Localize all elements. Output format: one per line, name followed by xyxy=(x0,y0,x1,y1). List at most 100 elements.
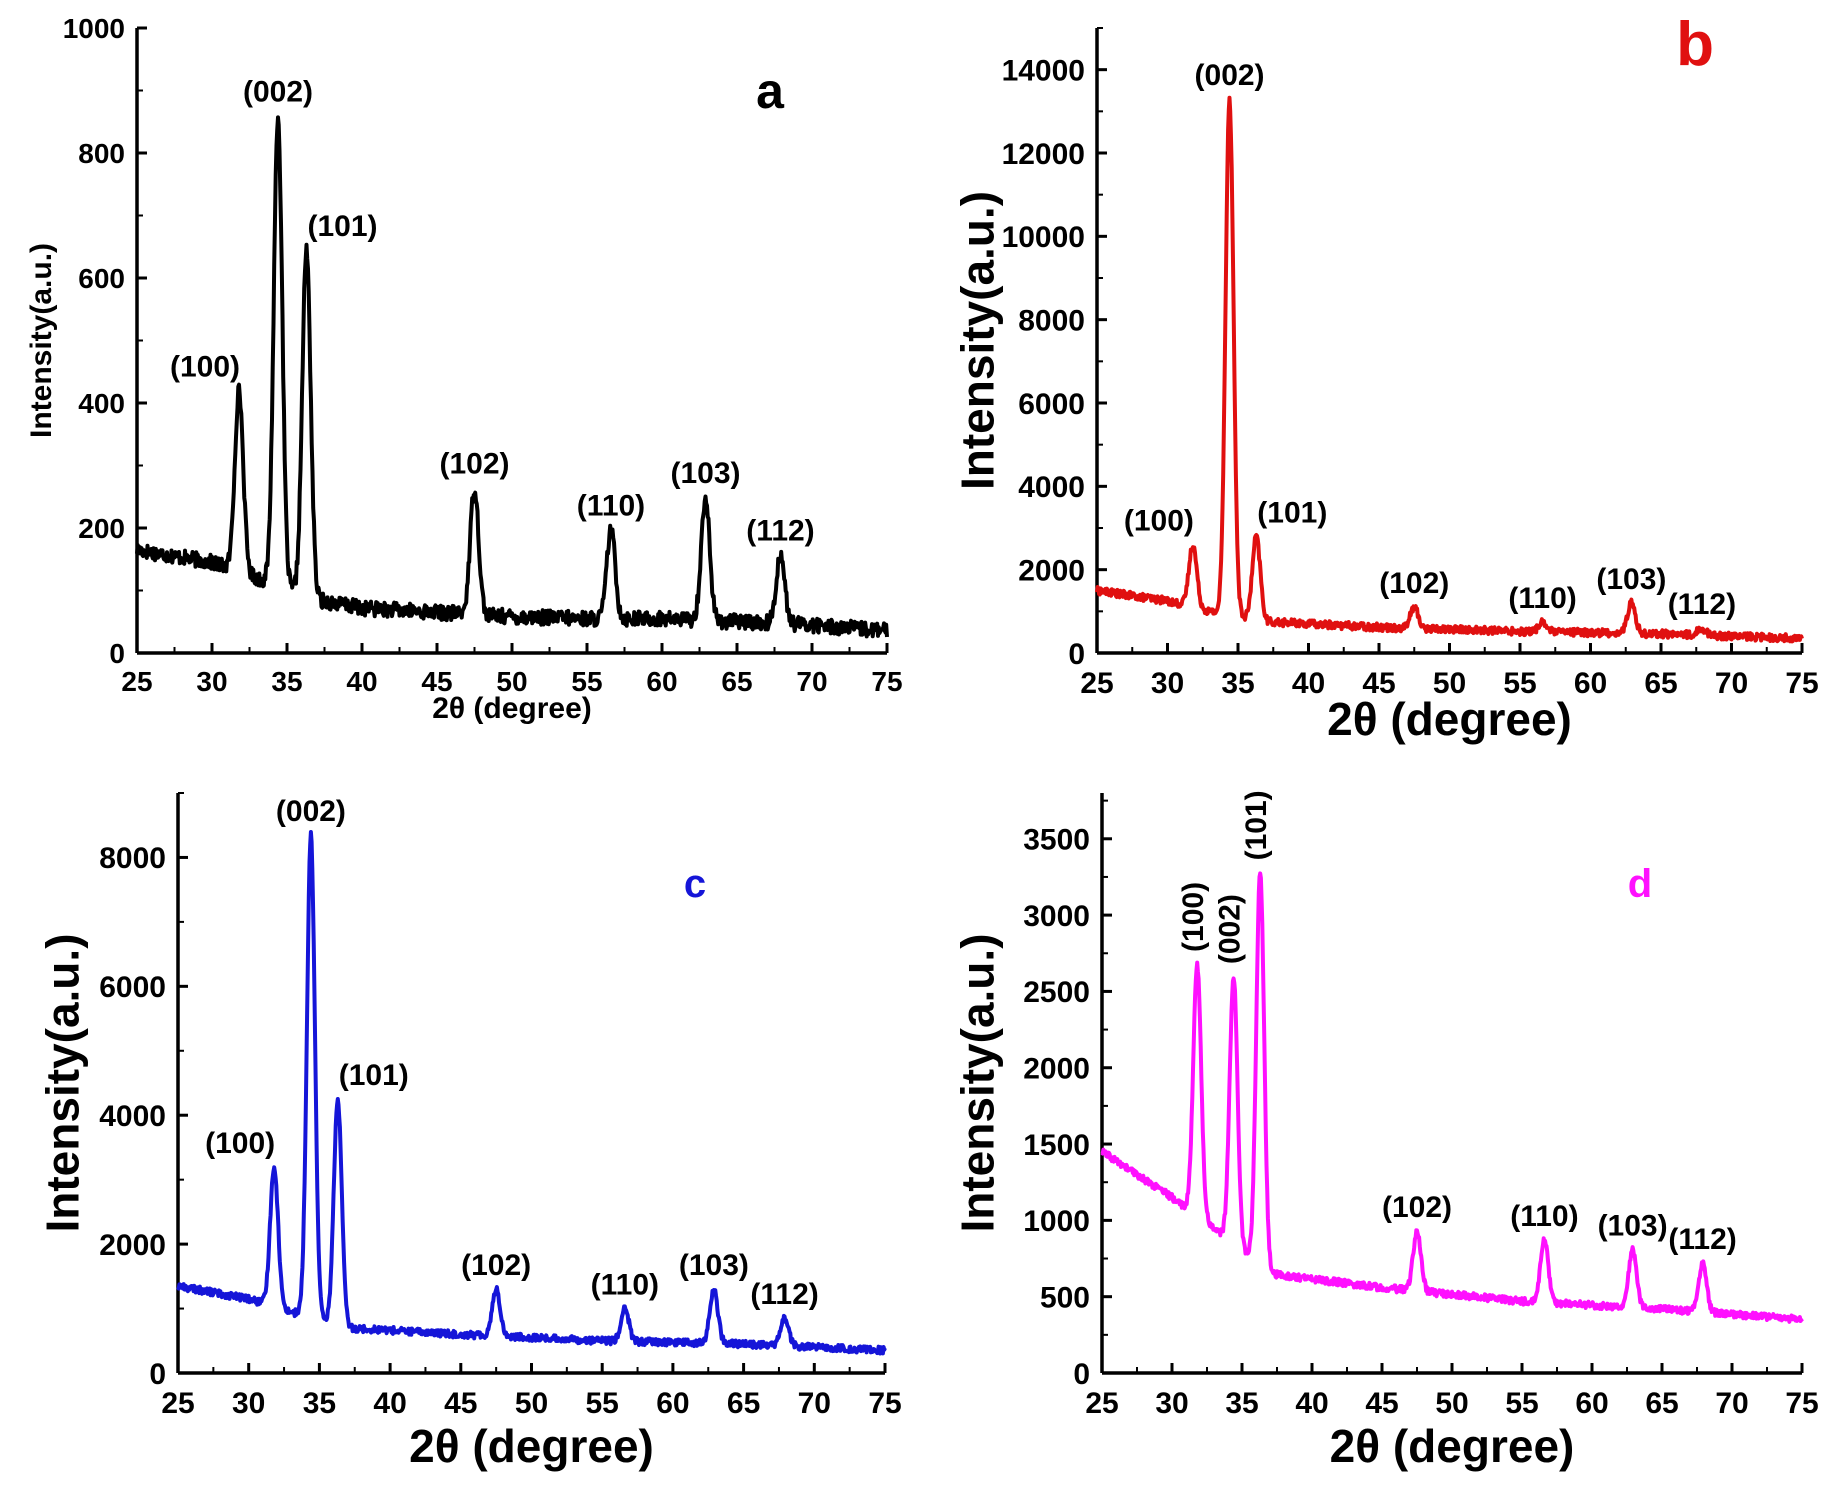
x-axis-title: 2θ (degree) xyxy=(1327,693,1572,745)
peak-label: (112) xyxy=(1668,588,1736,621)
peak-label: (101) xyxy=(307,210,377,243)
x-tick-label: 65 xyxy=(727,1387,760,1420)
y-tick-label: 1000 xyxy=(1023,1205,1090,1238)
peak-label: (102) xyxy=(1382,1191,1452,1224)
peak-label: (100) xyxy=(1124,505,1194,538)
x-axis-title: 2θ (degree) xyxy=(409,1420,654,1472)
y-tick-label: 4000 xyxy=(1018,471,1085,504)
x-tick-label: 65 xyxy=(1644,667,1677,700)
x-tick-label: 50 xyxy=(1433,667,1466,700)
x-tick-label: 75 xyxy=(1785,1387,1818,1420)
x-tick-label: 30 xyxy=(1155,1387,1188,1420)
y-tick-label: 800 xyxy=(78,138,125,169)
y-tick-label: 8000 xyxy=(99,842,166,875)
x-tick-label: 40 xyxy=(1292,667,1325,700)
y-axis-title: Intensity(a.u.) xyxy=(952,933,1004,1232)
peak-label: (002) xyxy=(243,76,313,109)
y-tick-label: 10000 xyxy=(1002,221,1085,254)
chart-panel-b: 25 30 35 40 45 50 55 60 65 70 75 0 2000 4000 6000 8000 1… xyxy=(952,10,1819,745)
x-tick-label: 25 xyxy=(161,1387,194,1420)
x-tick-label: 60 xyxy=(1575,1387,1608,1420)
x-axis-title: 2θ (degree) xyxy=(432,692,592,725)
y-tick-label: 3500 xyxy=(1023,824,1090,857)
panel-label: a xyxy=(756,63,785,119)
peak-label: (112) xyxy=(750,1278,818,1311)
x-tick-label: 35 xyxy=(1221,667,1254,700)
x-tick-label: 35 xyxy=(303,1387,336,1420)
x-tick-label: 55 xyxy=(586,1387,619,1420)
panel-label: b xyxy=(1676,10,1714,79)
peak-label: (101) xyxy=(1257,496,1327,529)
x-tick-label: 25 xyxy=(121,666,152,697)
y-tick-label: 500 xyxy=(1040,1281,1090,1314)
x-tick-label: 45 xyxy=(1362,667,1395,700)
y-tick-label: 0 xyxy=(149,1358,166,1391)
x-tick-label: 40 xyxy=(373,1387,406,1420)
x-tick-label: 30 xyxy=(196,666,227,697)
x-tick-label: 70 xyxy=(796,666,827,697)
x-tick-label: 70 xyxy=(1715,1387,1748,1420)
y-tick-label: 4000 xyxy=(99,1100,166,1133)
y-axis-title: Intensity(a.u.) xyxy=(37,933,89,1232)
y-tick-label: 3000 xyxy=(1023,900,1090,933)
x-tick-label: 60 xyxy=(646,666,677,697)
y-tick-label: 0 xyxy=(1073,1358,1090,1391)
x-tick-label: 60 xyxy=(656,1387,689,1420)
x-tick-label: 35 xyxy=(1225,1387,1258,1420)
y-tick-label: 12000 xyxy=(1002,138,1085,171)
x-tick-label: 30 xyxy=(232,1387,265,1420)
x-tick-label: 30 xyxy=(1151,667,1184,700)
y-tick-label: 8000 xyxy=(1018,304,1085,337)
x-tick-label: 75 xyxy=(868,1387,901,1420)
peak-label: (002) xyxy=(1214,894,1247,964)
peak-label: (101) xyxy=(339,1059,409,1092)
panel-label: c xyxy=(684,862,706,906)
xrd-series-line xyxy=(176,830,887,1356)
peak-label: (112) xyxy=(1668,1223,1736,1256)
peak-label: (100) xyxy=(205,1127,275,1160)
y-tick-label: 1500 xyxy=(1023,1129,1090,1162)
peak-label: (100) xyxy=(170,351,240,384)
peak-label: (002) xyxy=(1195,59,1265,92)
x-tick-label: 60 xyxy=(1574,667,1607,700)
y-tick-label: 14000 xyxy=(1002,54,1085,87)
x-tick-label: 45 xyxy=(1365,1387,1398,1420)
x-tick-label: 70 xyxy=(1715,667,1748,700)
y-tick-label: 600 xyxy=(78,263,125,294)
peak-label: (110) xyxy=(591,1269,659,1302)
x-tick-label: 45 xyxy=(444,1387,477,1420)
x-tick-label: 75 xyxy=(871,666,902,697)
x-tick-label: 35 xyxy=(271,666,302,697)
peak-label: (110) xyxy=(577,489,645,522)
peak-label: (112) xyxy=(746,514,814,547)
x-tick-label: 40 xyxy=(346,666,377,697)
peak-label: (101) xyxy=(1240,790,1273,860)
y-tick-label: 0 xyxy=(109,638,125,669)
x-tick-label: 50 xyxy=(1435,1387,1468,1420)
peak-label: (002) xyxy=(276,795,346,828)
xrd-series-line xyxy=(1095,95,1804,644)
x-tick-label: 50 xyxy=(515,1387,548,1420)
y-tick-label: 200 xyxy=(78,513,125,544)
peak-label: (102) xyxy=(1379,567,1449,600)
x-tick-label: 65 xyxy=(1645,1387,1678,1420)
peak-label: (110) xyxy=(1510,1200,1578,1233)
x-tick-label: 55 xyxy=(1505,1387,1538,1420)
x-tick-label: 50 xyxy=(496,666,527,697)
x-tick-label: 25 xyxy=(1080,667,1113,700)
peak-label: (103) xyxy=(670,457,740,490)
x-tick-label: 55 xyxy=(571,666,602,697)
x-tick-label: 45 xyxy=(421,666,452,697)
chart-panel-a: 25 30 35 40 45 50 55 60 65 70 75 0 200 400 600 800 1000 I… xyxy=(25,13,903,725)
y-tick-label: 2000 xyxy=(1023,1053,1090,1086)
y-tick-label: 0 xyxy=(1068,638,1085,671)
y-tick-label: 2500 xyxy=(1023,976,1090,1009)
y-tick-label: 6000 xyxy=(99,971,166,1004)
panel-label: d xyxy=(1628,862,1652,906)
y-tick-label: 400 xyxy=(78,388,125,419)
x-tick-label: 40 xyxy=(1295,1387,1328,1420)
x-tick-label: 70 xyxy=(798,1387,831,1420)
xrd-series-line xyxy=(135,115,889,639)
y-tick-label: 2000 xyxy=(1018,554,1085,587)
